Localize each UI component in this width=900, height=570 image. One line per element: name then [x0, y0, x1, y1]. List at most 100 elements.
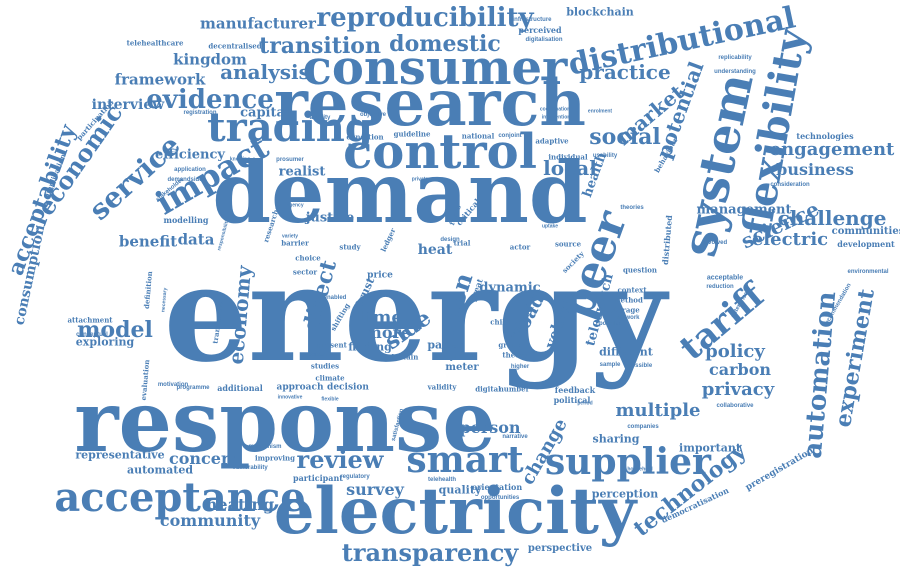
- word-attachment: attachment: [67, 315, 113, 325]
- word-narrative: narrative: [502, 434, 528, 440]
- word-heating: heating: [205, 495, 275, 514]
- word-regulatory: regulatory: [340, 474, 370, 480]
- word-approach: approach: [276, 382, 324, 393]
- word-britain: britain: [391, 352, 419, 362]
- word-intervention: intervention: [541, 114, 571, 121]
- word-period: period: [577, 400, 593, 407]
- word-application: application: [174, 167, 206, 173]
- word-definition: definition: [141, 270, 155, 310]
- word-objective: objective: [359, 112, 387, 118]
- word-prosumer: prosumer: [276, 157, 304, 163]
- word-practice: practice: [579, 60, 671, 84]
- word-communities: communities: [831, 226, 900, 237]
- word-development: development: [837, 239, 895, 249]
- word-sharing: sharing: [592, 432, 640, 446]
- word-automated: automated: [126, 463, 194, 477]
- word-telehealthcare: telehealthcare: [126, 38, 184, 48]
- word-improving: improving: [254, 453, 296, 463]
- word-electric: electric: [751, 229, 829, 250]
- word-different: different: [599, 345, 653, 359]
- word-more: more: [364, 323, 412, 342]
- word-multiple: multiple: [615, 400, 701, 421]
- word-innovative: innovative: [277, 394, 303, 401]
- word-vulnerability: vulnerability: [232, 465, 268, 471]
- word-decision: decision: [327, 382, 369, 393]
- word-control: control: [343, 124, 537, 180]
- word-validity: validity: [427, 382, 457, 392]
- word-enrolment: enrolment: [587, 108, 613, 115]
- word-method: method: [613, 295, 643, 305]
- word-programme: programme: [176, 385, 210, 391]
- word-conceptual: conceptual: [76, 332, 108, 338]
- word-involved: involved: [702, 240, 728, 246]
- word-supplier: supplier: [544, 441, 712, 483]
- word-environmental: environmental: [847, 269, 889, 275]
- word-condition: condition: [346, 132, 384, 142]
- word-national: national: [461, 131, 495, 141]
- word-finding: finding: [348, 340, 392, 354]
- word-response: response: [74, 372, 496, 471]
- word-popular: popular: [599, 321, 621, 327]
- word-possible: possible: [627, 363, 653, 369]
- word-question: question: [622, 265, 658, 275]
- word-feedback: feedback: [554, 385, 596, 395]
- word-individual: individual: [548, 152, 588, 162]
- word-number: number: [498, 384, 530, 394]
- word-acceptance: acceptance: [54, 474, 306, 521]
- word-carbon: carbon: [708, 360, 772, 379]
- word-understanding: understanding: [714, 69, 756, 75]
- word-trial: trial: [453, 238, 471, 248]
- word-acceptable: acceptable: [706, 274, 744, 282]
- word-motivation: motivation: [157, 382, 189, 388]
- word-demand: demand: [212, 143, 588, 242]
- word-activity: activity: [309, 115, 331, 121]
- word-choice: choice: [295, 253, 321, 263]
- word-dynamic: dynamic: [479, 280, 541, 296]
- word-study: study: [339, 242, 361, 252]
- word-kingdom: kingdom: [173, 50, 247, 69]
- word-efficiency: efficiency: [155, 147, 225, 163]
- word-perspective: perspective: [527, 543, 593, 554]
- word-studies: studies: [310, 361, 340, 371]
- word-realist: realist: [278, 164, 326, 180]
- word-demandside: demandside: [167, 177, 203, 183]
- word-additional: additional: [217, 383, 263, 393]
- word-decentralised: decentralised: [208, 41, 262, 51]
- word-variety: variety: [281, 233, 299, 240]
- word-electricity: electricity: [273, 474, 637, 549]
- word-guideline: guideline: [393, 129, 431, 139]
- word-sector: sector: [292, 267, 318, 277]
- word-business: business: [776, 160, 854, 179]
- word-enabled: enabled: [323, 295, 347, 301]
- word-analysis: analysis: [220, 60, 310, 84]
- word-perception: perception: [591, 487, 659, 501]
- word-manufacturer: manufacturer: [200, 14, 316, 33]
- word-paper: paper: [427, 338, 463, 352]
- word-time: time: [357, 307, 403, 328]
- word-design: design: [440, 237, 460, 243]
- word-privacy: privacy: [701, 379, 775, 400]
- word-sample: sample: [599, 362, 621, 368]
- word-model: model: [77, 317, 153, 343]
- word-registration: registration: [183, 110, 217, 116]
- word-preregistration: preregistration: [743, 446, 816, 494]
- word-management: management: [696, 202, 792, 218]
- word-policy: policy: [705, 341, 765, 362]
- word-reproducibility: reproducibility: [316, 3, 534, 33]
- word-higher: higher: [510, 364, 530, 370]
- word-collaborative: collaborative: [716, 403, 754, 409]
- word-important: important: [679, 441, 741, 455]
- word-blockchain: blockchain: [566, 5, 634, 19]
- word-present: present: [317, 340, 347, 350]
- word-coordination: coordination: [539, 106, 571, 113]
- word-community: community: [159, 511, 261, 530]
- word-review: review: [296, 445, 384, 474]
- word-concern: concern: [168, 449, 242, 468]
- word-household: household: [627, 466, 653, 473]
- word-justice: justice: [305, 210, 355, 226]
- word-energy: energy: [163, 237, 667, 392]
- word-smart: smart: [406, 439, 524, 481]
- word-opportunities: opportunities: [480, 495, 520, 501]
- word-orientation: orientation: [471, 482, 523, 492]
- word-evidence: evidence: [146, 85, 274, 115]
